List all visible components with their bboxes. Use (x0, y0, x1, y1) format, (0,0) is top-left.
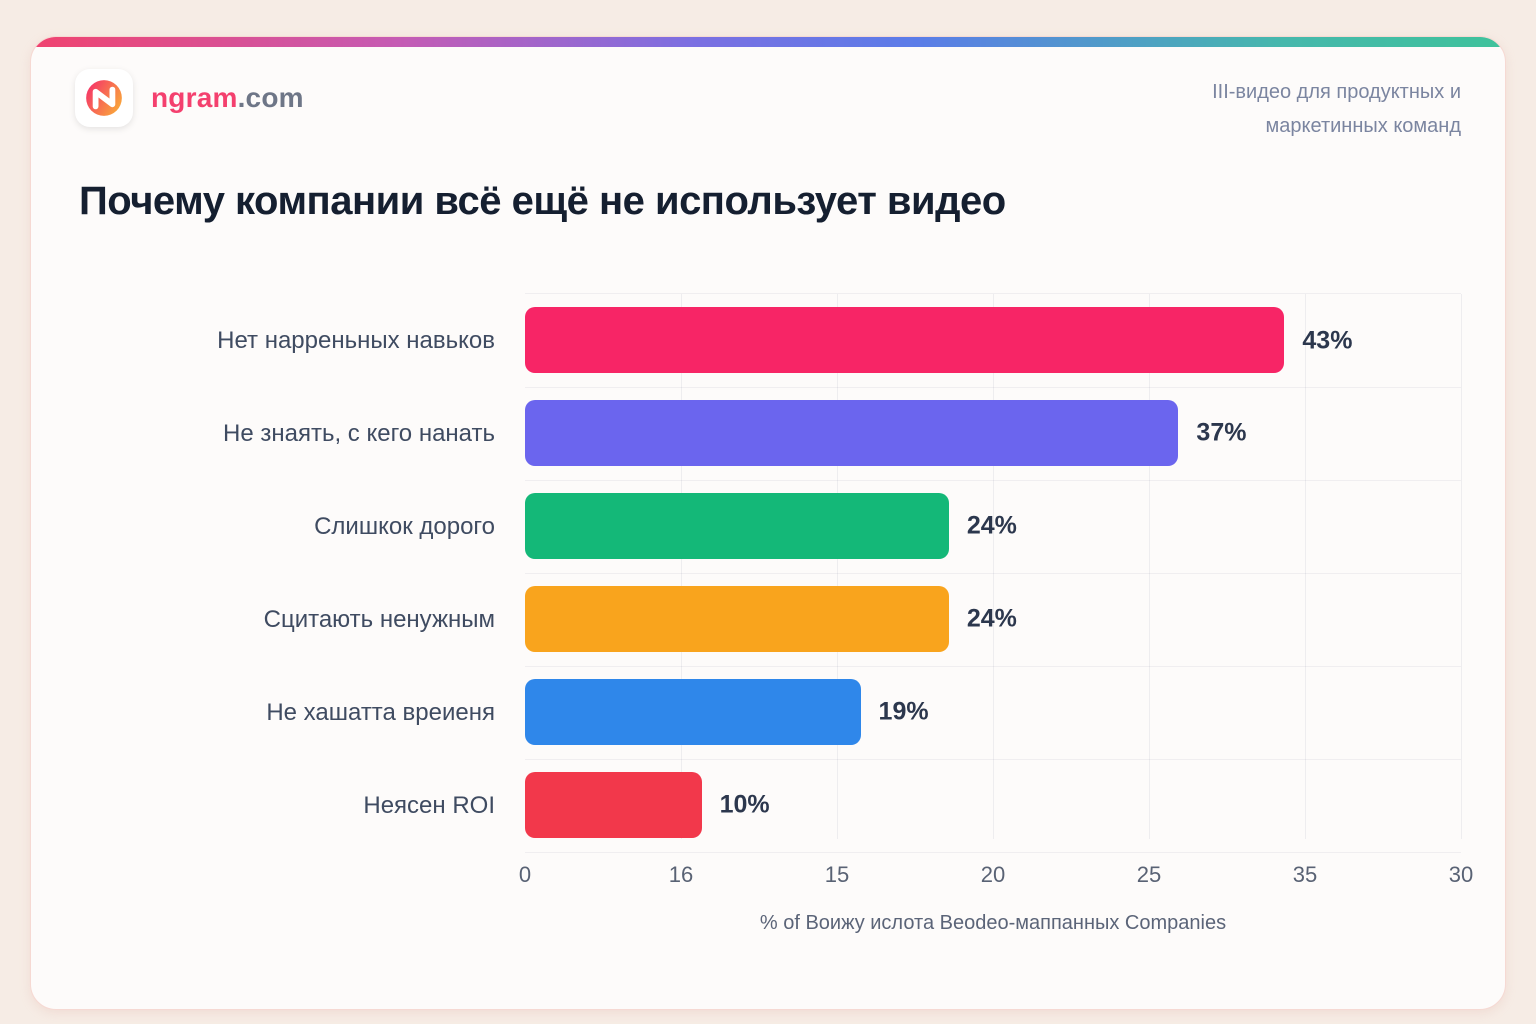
ngram-logo-icon (75, 69, 133, 127)
logo-n-glyph (86, 80, 122, 116)
brand-name-primary: ngram (151, 82, 238, 113)
bar-track: 24% (525, 480, 1461, 574)
bar-track: 43% (525, 293, 1461, 388)
category-label: Неясен ROI (363, 791, 495, 819)
tagline-line1: III-видео для продуктных и (1212, 81, 1461, 103)
bar-track: 10% (525, 759, 1461, 853)
bar (525, 678, 861, 745)
x-axis-tick: 15 (824, 862, 850, 887)
bar (525, 771, 702, 838)
brand: ngram.com (75, 69, 304, 127)
bar-track: 24% (525, 573, 1461, 667)
x-axis-tick: 0 (518, 862, 532, 887)
bar-chart: Нет нарреньных навьков 43% Не знаять, с ке… (75, 293, 1473, 935)
bar-track: 37% (525, 387, 1461, 481)
category-label: Не знаять, с кего нанать (223, 419, 495, 447)
chart-row: Неясен ROI 10% (75, 759, 1461, 853)
category-label: Не хашатта вреиеня (266, 698, 495, 726)
value-label: 24% (966, 604, 1017, 633)
value-label: 19% (878, 697, 929, 726)
chart-row: Не знаять, с кего нанать 37% (75, 387, 1461, 481)
chart-row: Нет нарреньных навьков 43% (75, 293, 1461, 388)
header: ngram.com III-видео для продуктных и мар… (75, 69, 1461, 143)
brand-name-domain: .com (237, 82, 304, 113)
x-axis-tick: 16 (668, 862, 694, 887)
gridline (1461, 294, 1462, 839)
chart-rows: Нет нарреньных навьков 43% Не знаять, с ке… (75, 293, 1461, 853)
x-axis-tick: 30 (1448, 862, 1474, 887)
value-label: 37% (1196, 418, 1247, 447)
x-axis-tick: 35 (1292, 862, 1318, 887)
value-label: 24% (966, 511, 1017, 540)
x-axis-label: % of Воижу ислота Beodeo-маппанных Compa… (759, 912, 1227, 934)
bar (525, 492, 949, 559)
value-label: 10% (719, 790, 770, 819)
x-axis-tick: 20 (980, 862, 1006, 887)
bar (525, 399, 1179, 466)
chart-row: Слишкок дорого 24% (75, 480, 1461, 574)
bar-track: 19% (525, 666, 1461, 760)
brand-name: ngram.com (151, 82, 304, 114)
bar (525, 585, 949, 652)
slide-card: ngram.com III-видео для продуктных и мар… (30, 36, 1506, 1010)
x-axis-tick: 25 (1136, 862, 1162, 887)
top-gradient-bar (31, 37, 1505, 47)
chart-row: Не хашатта вреиеня 19% (75, 666, 1461, 760)
category-label: Сцитають ненужным (263, 605, 495, 633)
value-label: 43% (1302, 326, 1353, 354)
category-label: Слишкок дорого (314, 512, 495, 540)
tagline: III-видео для продуктных и маркетинных к… (1212, 69, 1461, 143)
tagline-line2: маркетинных команд (1265, 115, 1461, 137)
card-content: ngram.com III-видео для продуктных и мар… (31, 47, 1505, 935)
category-label: Нет нарреньных навьков (217, 326, 495, 354)
page-title: Почему компании всё ещё не использует ви… (79, 179, 1006, 223)
chart-row: Сцитають ненужным 24% (75, 573, 1461, 667)
x-axis: 0 16 15 20 25 35 30 (519, 852, 1473, 898)
bar (525, 307, 1285, 373)
